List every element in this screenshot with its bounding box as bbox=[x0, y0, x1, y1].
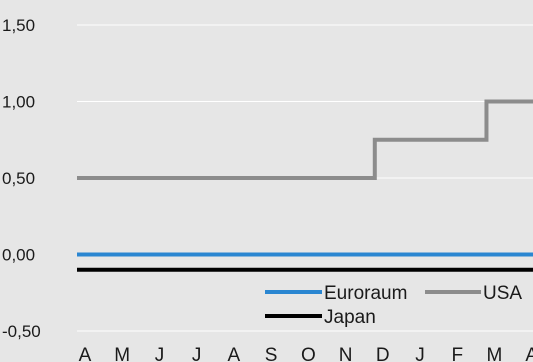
legend-label-usa: USA bbox=[483, 283, 522, 304]
x-tick-label: M bbox=[487, 345, 503, 362]
y-tick-label: 1,50 bbox=[2, 16, 35, 35]
y-tick-label: -0,50 bbox=[2, 322, 41, 341]
x-tick-label: J bbox=[192, 345, 202, 362]
x-tick-label: A bbox=[79, 345, 92, 362]
series-lines bbox=[77, 99, 533, 272]
x-tick-label: F bbox=[451, 345, 463, 362]
x-tick-label: J bbox=[155, 345, 165, 362]
legend-label-euroraum: Euroraum bbox=[324, 283, 407, 304]
y-tick-label: 0,00 bbox=[2, 246, 35, 265]
y-tick-label: 0,50 bbox=[2, 169, 35, 188]
legend-label-japan: Japan bbox=[324, 307, 376, 328]
legend: Euroraum USA Japan bbox=[265, 283, 522, 328]
x-tick-label: O bbox=[301, 345, 316, 362]
x-tick-label: A bbox=[228, 345, 241, 362]
x-tick-label: N bbox=[339, 345, 353, 362]
x-tick-label: A bbox=[525, 345, 533, 362]
y-axis-ticks: -0,50 0,00 0,50 1,00 1,50 bbox=[2, 16, 41, 341]
x-tick-label: D bbox=[376, 345, 390, 362]
series-line-usa bbox=[77, 99, 533, 180]
x-tick-label: S bbox=[265, 345, 278, 362]
x-tick-label: M bbox=[114, 345, 130, 362]
y-tick-label: 1,00 bbox=[2, 93, 35, 112]
x-tick-label: J bbox=[415, 345, 425, 362]
